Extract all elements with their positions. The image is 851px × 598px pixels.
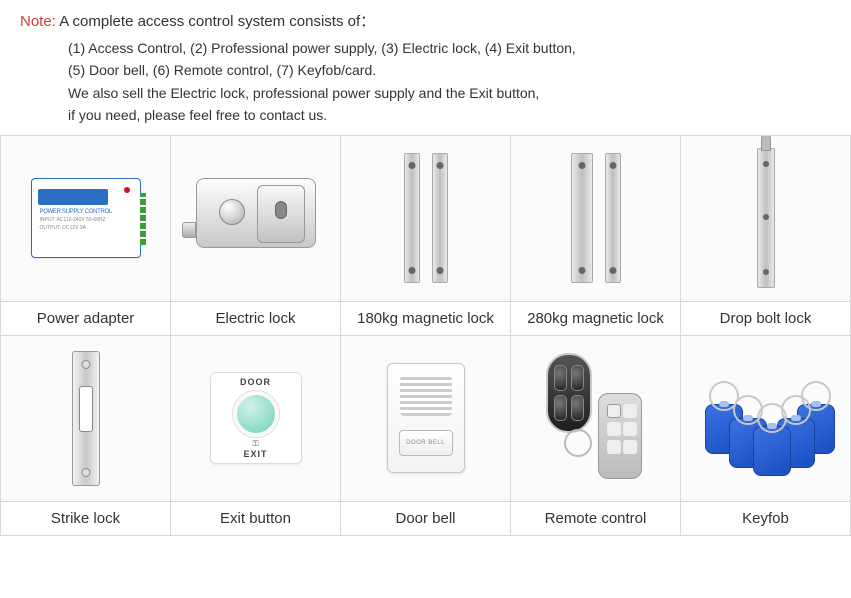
exit-button-icon: DOOR ⚿ EXIT (210, 372, 302, 464)
drop-bolt-icon (757, 148, 775, 288)
note-line-2: (5) Door bell, (6) Remote control, (7) K… (68, 59, 831, 81)
exit-text-top: DOOR (240, 377, 271, 387)
cell-mag-180: 180kg magnetic lock (341, 136, 511, 336)
product-label: 180kg magnetic lock (341, 301, 510, 335)
note-section: Note: A complete access control system c… (0, 0, 851, 135)
keyfob-icon (701, 358, 831, 478)
note-line-1: (1) Access Control, (2) Professional pow… (68, 37, 831, 59)
product-image-exit: DOOR ⚿ EXIT (171, 336, 340, 501)
electric-lock-icon (196, 178, 316, 258)
note-title-text: A complete access control system consist… (56, 13, 375, 30)
strike-lock-icon (72, 351, 100, 486)
product-label: Door bell (341, 501, 510, 535)
cell-electric-lock: Electric lock (171, 136, 341, 336)
key-icon: ⚿ (252, 439, 258, 449)
doorbell-btn-text: DOOR BELL (399, 430, 453, 456)
cell-remote: Remote control (511, 336, 681, 536)
note-line-4: if you need, please feel free to contact… (68, 104, 831, 126)
door-bell-icon: DOOR BELL (387, 363, 465, 473)
product-grid: POWER SUPPLY CONTROL INPUT: AC110-240V 5… (0, 135, 851, 536)
product-image-doorbell: DOOR BELL (341, 336, 510, 501)
cell-strike-lock: Strike lock (1, 336, 171, 536)
psu-line2: OUTPUT: DC12V 3A (40, 225, 86, 231)
cell-drop-bolt: Drop bolt lock (681, 136, 851, 336)
product-label: Power adapter (1, 301, 170, 335)
cell-door-bell: DOOR BELL Door bell (341, 336, 511, 536)
psu-line1: INPUT: AC110-240V 50-60HZ (40, 217, 106, 223)
product-image-electric-lock (171, 136, 340, 301)
cell-power-adapter: POWER SUPPLY CONTROL INPUT: AC110-240V 5… (1, 136, 171, 336)
product-image-strike (1, 336, 170, 501)
product-image-remote (511, 336, 680, 501)
product-label: Remote control (511, 501, 680, 535)
product-label: 280kg magnetic lock (511, 301, 680, 335)
psu-header: POWER SUPPLY CONTROL (40, 209, 112, 215)
cell-mag-280: 280kg magnetic lock (511, 136, 681, 336)
note-title: Note: A complete access control system c… (20, 10, 831, 31)
product-label: Strike lock (1, 501, 170, 535)
exit-text-bot: EXIT (243, 449, 267, 459)
product-label: Electric lock (171, 301, 340, 335)
cell-keyfob: Keyfob (681, 336, 851, 536)
product-image-dropbolt (681, 136, 850, 301)
product-label: Drop bolt lock (681, 301, 850, 335)
product-label: Keyfob (681, 501, 850, 535)
product-image-keyfob (681, 336, 850, 501)
remote-control-icon (546, 353, 646, 483)
product-label: Exit button (171, 501, 340, 535)
product-image-power-adapter: POWER SUPPLY CONTROL INPUT: AC110-240V 5… (1, 136, 170, 301)
power-supply-icon: POWER SUPPLY CONTROL INPUT: AC110-240V 5… (31, 178, 141, 258)
cell-exit-button: DOOR ⚿ EXIT Exit button (171, 336, 341, 536)
product-image-mag180 (341, 136, 510, 301)
magnetic-lock-icon (404, 153, 448, 283)
magnetic-lock-icon (571, 153, 621, 283)
product-image-mag280 (511, 136, 680, 301)
note-line-3: We also sell the Electric lock, professi… (68, 82, 831, 104)
note-label: Note: (20, 13, 56, 30)
